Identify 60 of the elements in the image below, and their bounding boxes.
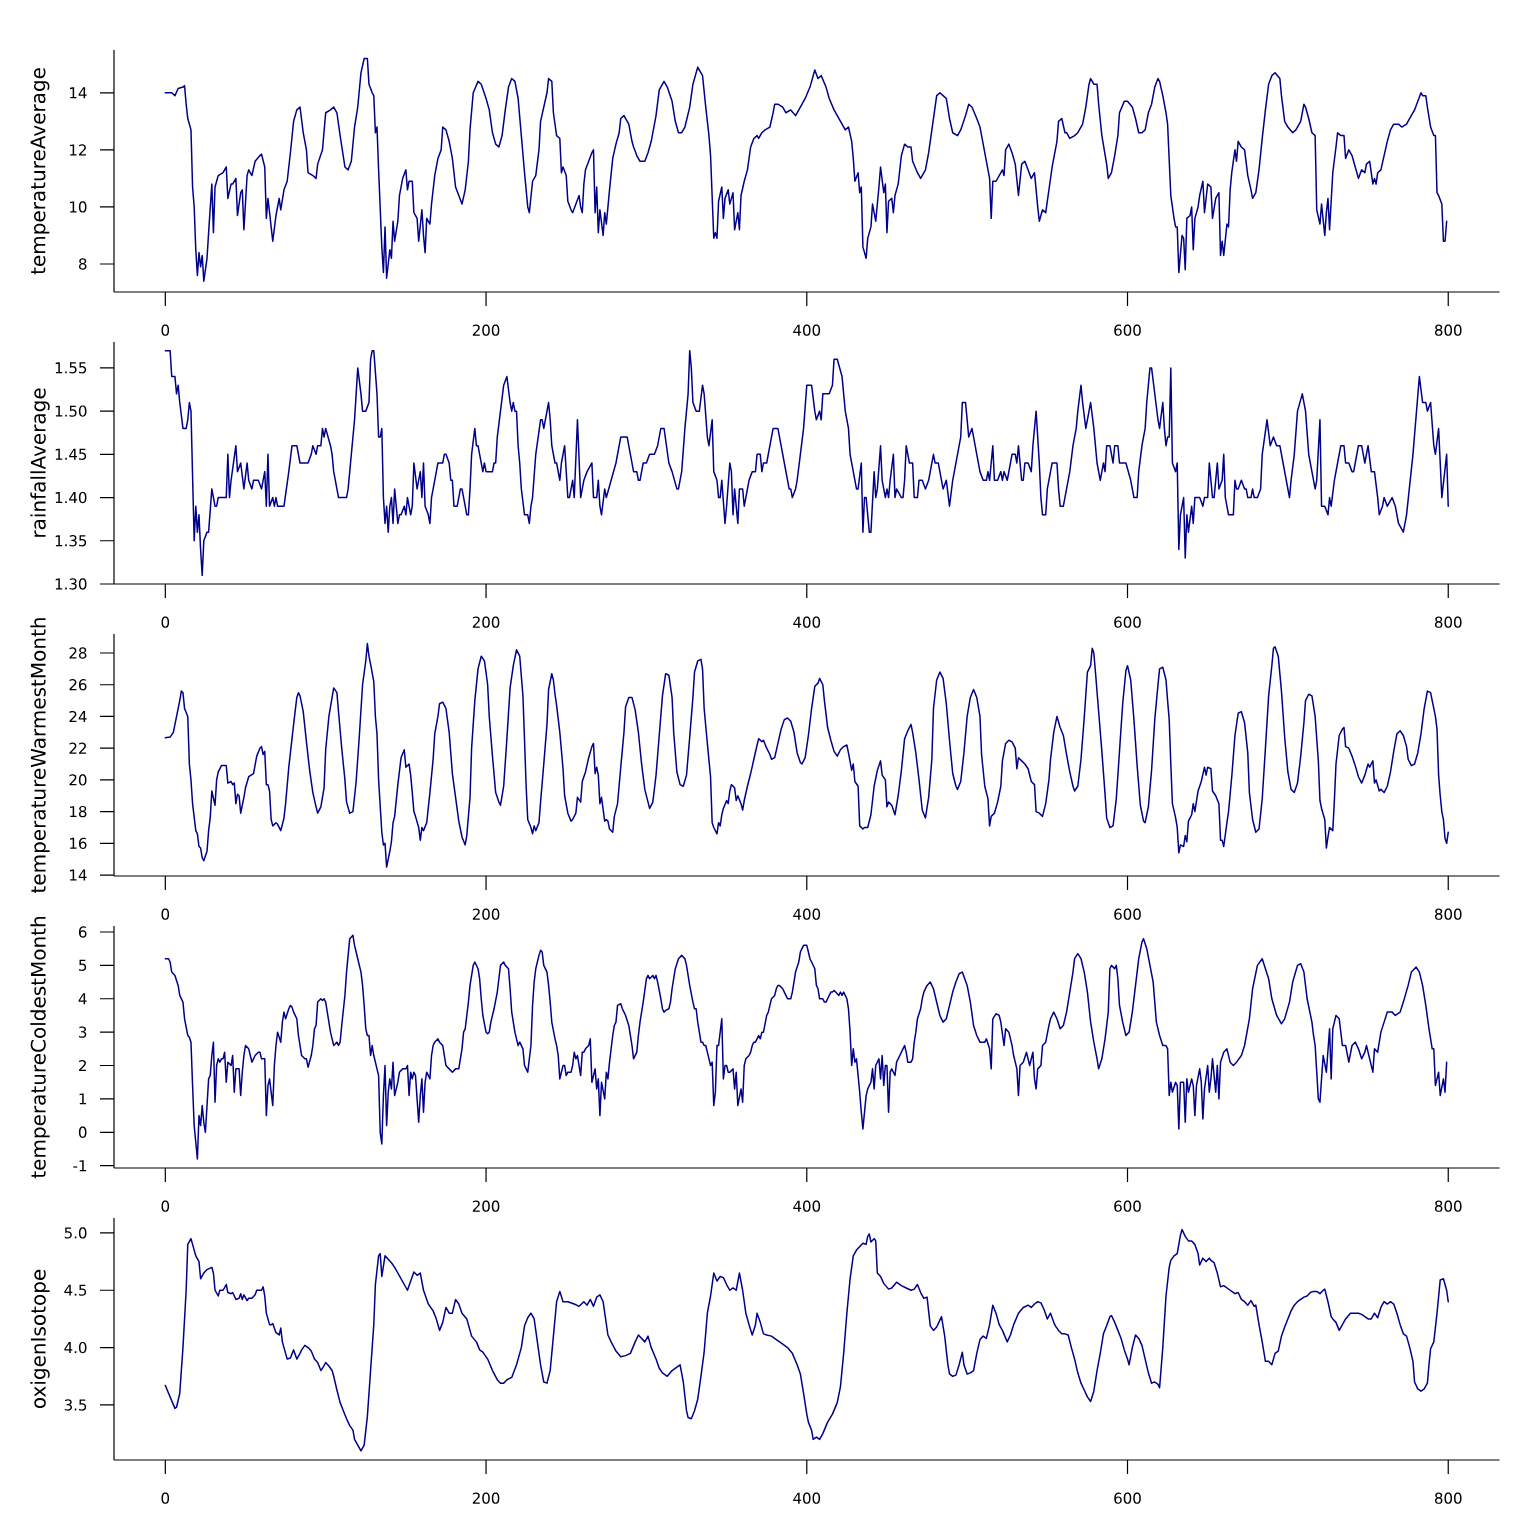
x-tick-label: 600 — [1114, 1492, 1141, 1504]
x-tick-label: 600 — [1114, 908, 1141, 920]
y-tick-label: 1.40 — [55, 491, 87, 504]
y-axis-title: temperatureWarmestMonth — [30, 618, 50, 893]
x-tick-label: 400 — [793, 1200, 821, 1212]
x-tick-label: 600 — [1114, 324, 1141, 336]
x-tick-label: 200 — [472, 1200, 500, 1212]
y-tick-label: 5 — [79, 959, 87, 971]
y-tick-label: 4.5 — [64, 1284, 87, 1296]
y-tick-label: 1.50 — [55, 405, 87, 417]
y-tick-label: -1 — [73, 1160, 87, 1172]
y-tick-label: 20 — [69, 774, 87, 786]
y-axis-title: rainfallAverage — [30, 388, 50, 537]
y-tick-label: 4 — [78, 993, 87, 1005]
x-tick-label: 800 — [1434, 1200, 1462, 1212]
x-tick-label: 400 — [793, 1492, 821, 1504]
y-axis-title: temperatureAverage — [30, 68, 50, 275]
y-tick-label: 0 — [78, 1126, 87, 1138]
y-tick-label: 14 — [70, 869, 87, 881]
x-tick-label: 200 — [472, 1492, 500, 1504]
x-tick-label: 600 — [1114, 616, 1141, 628]
y-tick-label: 5.0 — [64, 1227, 87, 1239]
y-tick-label: 18 — [70, 805, 87, 818]
y-tick-label: 10 — [70, 201, 87, 213]
x-tick-label: 800 — [1434, 1492, 1462, 1504]
x-tick-label: 0 — [161, 1492, 170, 1504]
y-tick-label: 3 — [79, 1026, 87, 1038]
y-tick-label: 3.5 — [64, 1399, 87, 1411]
x-tick-label: 800 — [1434, 616, 1462, 628]
y-axis-title: temperatureColdestMonth — [30, 916, 50, 1179]
y-tick-label: 28 — [69, 647, 87, 659]
y-tick-label: 14 — [70, 87, 87, 99]
x-tick-label: 400 — [793, 908, 821, 920]
x-tick-label: 800 — [1434, 324, 1462, 336]
y-tick-label: 24 — [69, 710, 87, 723]
y-tick-label: 1.45 — [55, 448, 87, 460]
y-tick-label: 2 — [79, 1059, 86, 1072]
y-axis-title: oxigenIsotope — [30, 1269, 50, 1409]
x-tick-label: 0 — [161, 324, 170, 336]
x-tick-label: 200 — [472, 908, 500, 920]
x-tick-label: 800 — [1434, 908, 1462, 920]
y-tick-label: 1.30 — [55, 578, 87, 590]
x-tick-label: 0 — [161, 1200, 170, 1212]
y-tick-label: 26 — [69, 679, 87, 691]
x-tick-label: 0 — [161, 616, 170, 628]
y-tick-label: 1.55 — [55, 362, 87, 374]
x-tick-label: 400 — [793, 616, 821, 628]
y-tick-label: 1 — [79, 1093, 87, 1105]
y-tick-label: 16 — [70, 837, 87, 849]
y-tick-label: 4.0 — [64, 1341, 87, 1354]
x-tick-label: 600 — [1114, 1200, 1141, 1212]
y-tick-label: 8 — [78, 258, 87, 270]
y-tick-label: 6 — [78, 926, 87, 938]
x-tick-label: 200 — [472, 616, 500, 628]
x-tick-label: 0 — [161, 908, 170, 920]
x-tick-label: 400 — [793, 324, 821, 336]
y-tick-label: 22 — [69, 742, 86, 754]
y-tick-label: 12 — [70, 144, 86, 156]
x-tick-label: 200 — [472, 324, 500, 336]
y-tick-label: 1.35 — [55, 535, 87, 547]
